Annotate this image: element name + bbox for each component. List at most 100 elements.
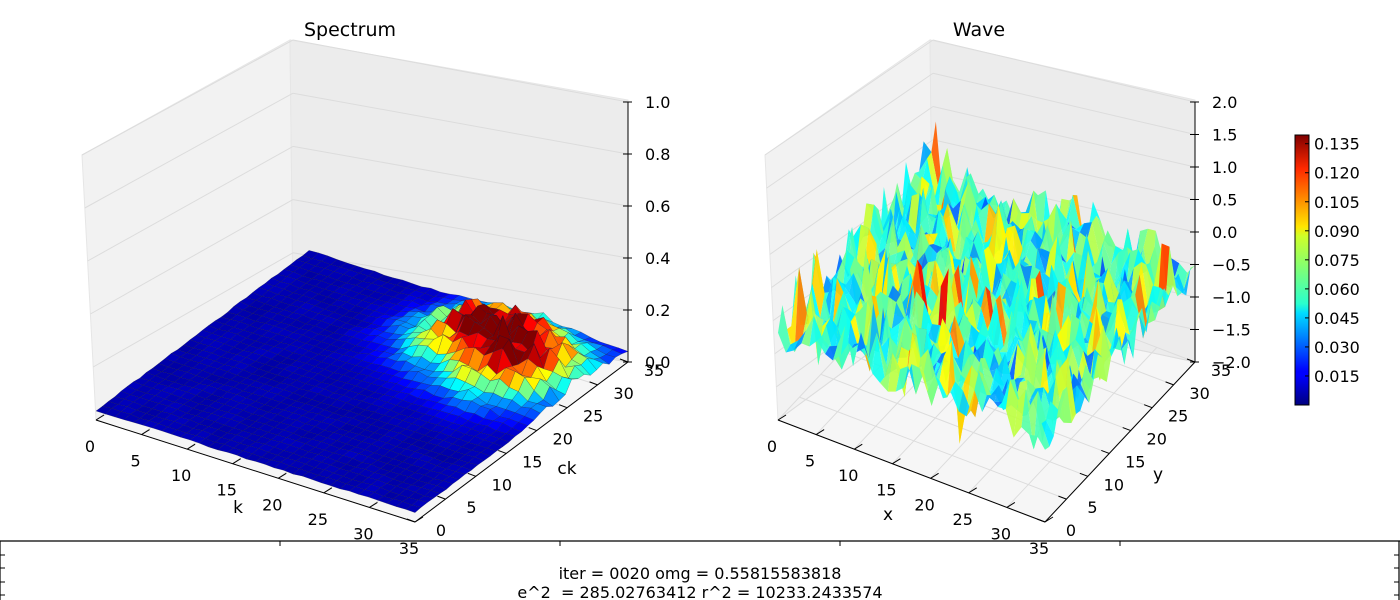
z-tick-label: 2.0 (1212, 93, 1237, 112)
wave-x-axis-line (777, 419, 1046, 523)
spectrum-x-label: k (233, 498, 243, 518)
colorbar-tick-label: 0.105 (1314, 193, 1360, 212)
spectrum-ticks: 05101520253035051015202530350.00.20.40.6… (85, 93, 671, 558)
x-tick-mark (968, 487, 977, 494)
x-tick-mark (141, 429, 150, 435)
x-tick-mark (1006, 502, 1016, 508)
z-tick-label: 1.5 (1212, 126, 1237, 145)
x-tick-mark (777, 414, 787, 421)
colorbar-tick-label: 0.120 (1314, 164, 1360, 183)
z-tick-label: 0.2 (645, 301, 670, 320)
x-tick-label: 0 (85, 437, 95, 456)
x-tick-mark (414, 516, 424, 523)
y-tick-mark (1058, 495, 1067, 500)
status-line-iter: iter = 0020 omg = 0.55815583818 (559, 564, 842, 583)
y-tick-mark (589, 381, 598, 386)
z-tick-label: 0.0 (645, 353, 670, 372)
x-tick-mark (892, 458, 901, 465)
z-tick-label: 0.0 (1212, 223, 1237, 242)
spectrum-surface (95, 250, 629, 513)
spectrum-title: Spectrum (304, 19, 396, 41)
y-tick-mark (1079, 472, 1089, 477)
y-tick-mark (558, 404, 568, 409)
y-tick-label: 30 (613, 384, 633, 403)
y-tick-mark (1143, 404, 1153, 409)
y-tick-label: 35 (644, 361, 664, 380)
x-tick-mark (1044, 516, 1054, 523)
x-tick-label: 10 (171, 466, 191, 485)
z-tick-label: 0.5 (1212, 191, 1237, 210)
y-tick-mark (437, 495, 446, 500)
y-tick-label: 10 (1104, 475, 1124, 494)
x-tick-label: 5 (130, 452, 140, 471)
y-tick-mark (467, 472, 477, 477)
y-tick-label: 0 (1066, 521, 1076, 540)
z-tick-label: −2.0 (1212, 353, 1251, 372)
x-tick-label: 15 (217, 481, 237, 500)
z-tick-label: 0.4 (645, 249, 670, 268)
x-tick-label: 25 (308, 510, 328, 529)
x-tick-label: 35 (1029, 539, 1049, 558)
y-tick-label: 5 (466, 498, 476, 517)
wave-axes: 0510152025303505101520253035−2.0−1.5−1.0… (764, 19, 1251, 558)
x-tick-mark (854, 443, 863, 450)
x-tick-mark (186, 443, 196, 450)
y-tick-label: 15 (1125, 452, 1145, 471)
colorbar-ticks: 0.015 0.030 0.045 0.060 0.075 0.090 0.105 0.120… (1305, 135, 1360, 386)
y-tick-mark (1165, 381, 1174, 386)
x-tick-label: 10 (838, 466, 858, 485)
spectrum-y-axis-line (414, 361, 629, 523)
y-tick-label: 0 (436, 521, 446, 540)
y-tick-label: 20 (553, 430, 573, 449)
wave-surface (778, 121, 1195, 450)
x-tick-label: 20 (262, 495, 282, 514)
x-tick-label: 35 (399, 539, 419, 558)
z-tick-label: −0.5 (1212, 256, 1251, 275)
colorbar-tick-label: 0.090 (1314, 222, 1360, 241)
y-tick-label: 20 (1147, 430, 1167, 449)
colorbar-gradient (1294, 134, 1310, 406)
x-tick-mark (278, 472, 287, 479)
x-tick-label: 30 (353, 524, 373, 543)
x-tick-mark (930, 472, 939, 479)
colorbar-tick-label: 0.045 (1314, 309, 1360, 328)
y-tick-label: 25 (583, 407, 603, 426)
y-tick-mark (498, 449, 507, 454)
wave-x-label: x (883, 505, 893, 525)
x-tick-mark (323, 487, 333, 494)
wave-y-label: y (1153, 465, 1163, 485)
wave-ticks: 0510152025303505101520253035−2.0−1.5−1.0… (767, 93, 1251, 558)
y-tick-label: 5 (1087, 498, 1097, 517)
spectrum-y-label: ck (557, 459, 576, 479)
spectrum-axes: 05101520253035051015202530350.00.20.40.6… (81, 19, 671, 558)
x-tick-label: 20 (914, 495, 934, 514)
z-tick-label: −1.5 (1212, 321, 1251, 340)
x-tick-label: 15 (876, 481, 896, 500)
z-tick-label: 0.8 (645, 145, 670, 164)
y-tick-label: 30 (1189, 384, 1209, 403)
x-tick-label: 25 (953, 510, 973, 529)
z-tick-label: 0.6 (645, 197, 670, 216)
y-tick-label: 25 (1168, 407, 1188, 426)
colorbar: 0.015 0.030 0.045 0.060 0.075 0.090 0.105 0.120… (1294, 134, 1360, 406)
colorbar-tick-label: 0.060 (1314, 280, 1360, 299)
status-panel: iter = 0020 omg = 0.55815583818 e^2 = 28… (0, 540, 1400, 600)
wave-y-axis-line (1044, 361, 1196, 523)
y-tick-mark (406, 518, 416, 523)
z-tick-label: −1.0 (1212, 288, 1251, 307)
x-tick-label: 30 (991, 524, 1011, 543)
y-tick-mark (1122, 427, 1131, 432)
y-tick-mark (528, 427, 537, 432)
x-tick-mark (815, 429, 825, 435)
spectrum-x-axis-line (95, 419, 416, 523)
y-tick-mark (1036, 518, 1046, 523)
y-tick-label: 10 (492, 475, 512, 494)
y-tick-label: 35 (1211, 361, 1231, 380)
colorbar-tick-label: 0.135 (1314, 135, 1360, 154)
y-tick-label: 15 (522, 452, 542, 471)
x-tick-label: 0 (767, 437, 777, 456)
z-tick-label: 1.0 (1212, 158, 1237, 177)
colorbar-tick-label: 0.030 (1314, 338, 1360, 357)
wave-title: Wave (953, 19, 1005, 41)
